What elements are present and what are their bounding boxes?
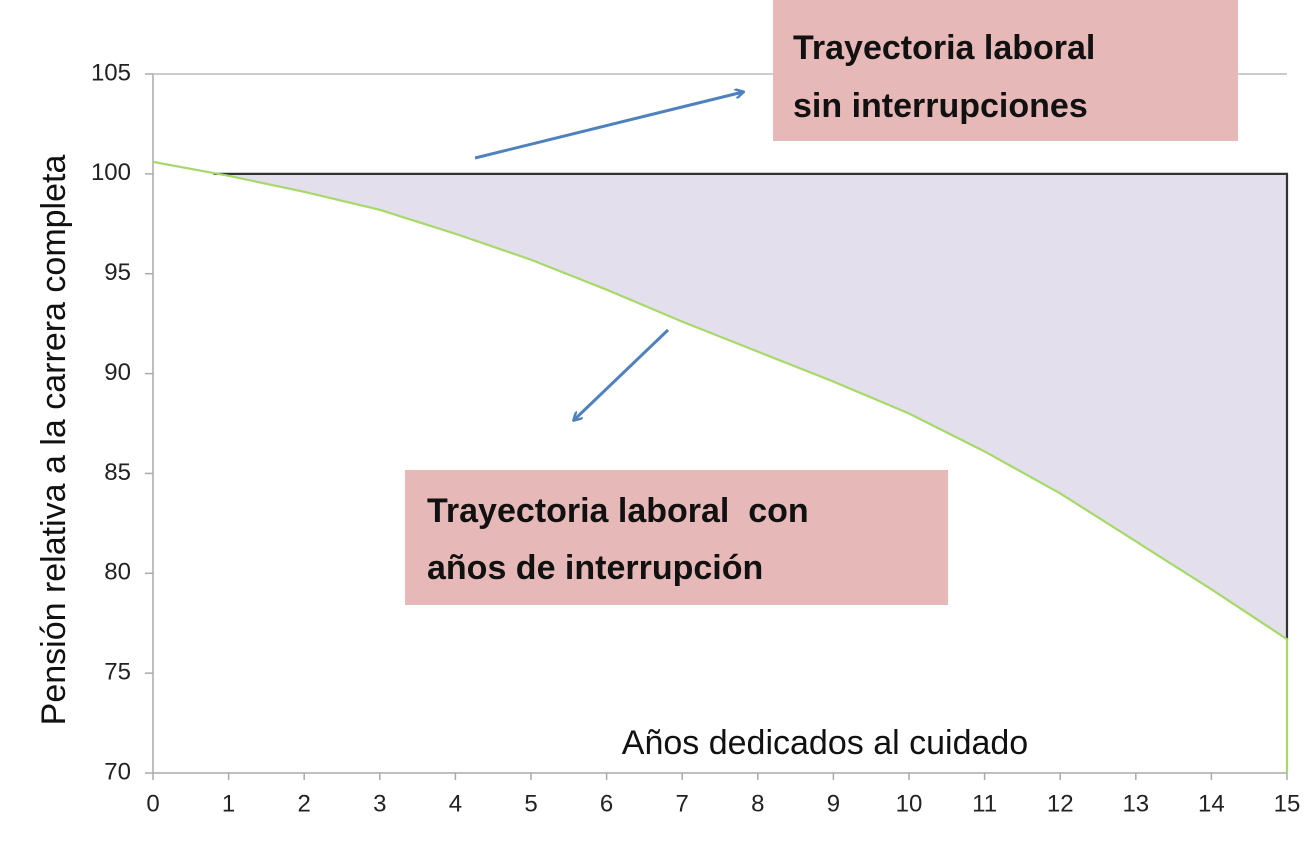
plot-underlay: [213, 173, 1288, 773]
x-tick-label: 0: [146, 790, 159, 817]
x-tick-label: 2: [298, 790, 311, 817]
x-tick-label: 13: [1122, 790, 1149, 817]
x-tick-label: 5: [524, 790, 537, 817]
x-axis-label: Años dedicados al cuidado: [622, 724, 1028, 762]
arrow: [474, 92, 743, 160]
x-tick-label: 7: [676, 790, 689, 817]
x-tick-label: 8: [751, 790, 764, 817]
x-tick-label: 12: [1047, 790, 1074, 817]
annotation-box: [405, 470, 948, 605]
annotation-text: Trayectoria laboral: [793, 29, 1095, 67]
x-tick-label: 6: [600, 790, 613, 817]
y-tick-label: 95: [104, 259, 131, 286]
annotation-box: [773, 0, 1238, 141]
annotation-text: sin interrupciones: [793, 87, 1088, 125]
x-tick-label: 9: [827, 790, 840, 817]
x-tick-label: 10: [896, 790, 923, 817]
x-tick-label: 1: [222, 790, 235, 817]
y-axis-label: Pensión relativa a la carrera completa: [35, 155, 73, 726]
y-tick-label: 70: [104, 758, 131, 785]
y-tick-label: 100: [91, 159, 131, 186]
x-tick-label: 15: [1274, 790, 1301, 817]
annotation-text: Trayectoria laboral con: [427, 492, 809, 530]
x-tick-label: 11: [972, 790, 997, 817]
series-line: [152, 160, 1289, 773]
y-tick-label: 105: [91, 59, 131, 86]
x-tick-label: 14: [1198, 790, 1225, 817]
y-tick-label: 85: [104, 459, 131, 486]
x-tick-label: 4: [449, 790, 462, 817]
gap-area: [213, 173, 1288, 773]
y-tick-label: 80: [104, 559, 131, 586]
series-line: [213, 172, 1289, 640]
arrow: [574, 328, 670, 420]
annotation-text: años de interrupción: [427, 549, 763, 587]
x-tick-label: 3: [373, 790, 386, 817]
y-tick-label: 75: [104, 658, 131, 685]
y-tick-label: 90: [104, 359, 131, 386]
